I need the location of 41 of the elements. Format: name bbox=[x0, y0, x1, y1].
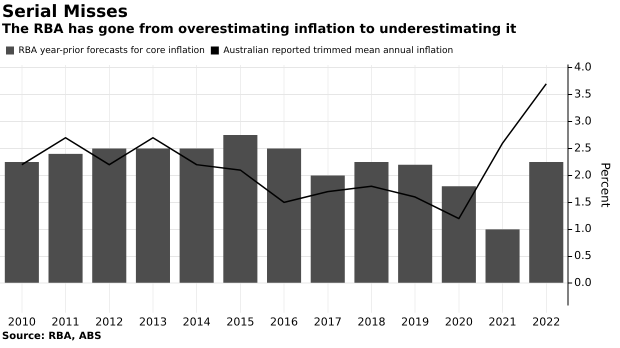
bar bbox=[529, 162, 564, 283]
x-tick-label: 2019 bbox=[401, 315, 430, 328]
x-tick-label: 2020 bbox=[444, 315, 473, 328]
x-tick-label: 2013 bbox=[138, 315, 167, 328]
y-tick-label: 2.5 bbox=[574, 141, 592, 154]
bar bbox=[180, 148, 214, 283]
x-tick-label: 2016 bbox=[270, 315, 298, 328]
x-tick-label: 2021 bbox=[488, 315, 517, 328]
bar bbox=[442, 186, 476, 283]
x-tick-label: 2014 bbox=[182, 315, 211, 328]
y-tick-label: 2.0 bbox=[574, 168, 592, 182]
bar bbox=[398, 164, 432, 283]
y-tick-label: 4.0 bbox=[574, 60, 592, 74]
x-tick-label: 2017 bbox=[314, 315, 342, 328]
source-note: Source: RBA, ABS bbox=[2, 331, 102, 342]
legend-label: RBA year-prior forecasts for core inflation bbox=[18, 46, 205, 56]
y-axis-title: Percent bbox=[598, 162, 613, 208]
x-tick-label: 2018 bbox=[357, 315, 386, 328]
bar bbox=[267, 148, 302, 283]
y-tick-label: 3.0 bbox=[574, 114, 592, 128]
bar bbox=[223, 135, 258, 283]
chart-title: Serial Misses bbox=[2, 2, 128, 22]
x-tick-label: 2012 bbox=[95, 315, 124, 328]
x-tick-label: 2011 bbox=[52, 315, 80, 328]
y-tick-label: 0.0 bbox=[574, 276, 592, 290]
bar bbox=[92, 148, 126, 283]
x-tick-label: 2015 bbox=[226, 315, 254, 328]
bar bbox=[136, 148, 170, 283]
bar bbox=[354, 162, 388, 283]
y-tick-label: 3.5 bbox=[574, 88, 592, 100]
y-tick-label: 1.0 bbox=[574, 222, 592, 236]
legend-label: Australian reported trimmed mean annual inflation bbox=[223, 46, 454, 56]
bar bbox=[48, 154, 83, 283]
chart-subtitle: The RBA has gone from overestimating inflation to underestimating it bbox=[2, 22, 516, 37]
x-tick-label: 2010 bbox=[8, 315, 36, 328]
y-tick-label: 1.5 bbox=[574, 195, 592, 208]
bar bbox=[310, 175, 345, 283]
y-tick-label: 0.5 bbox=[574, 249, 592, 262]
bar bbox=[4, 162, 39, 283]
bar bbox=[486, 229, 520, 283]
x-tick-label: 2022 bbox=[532, 315, 560, 328]
